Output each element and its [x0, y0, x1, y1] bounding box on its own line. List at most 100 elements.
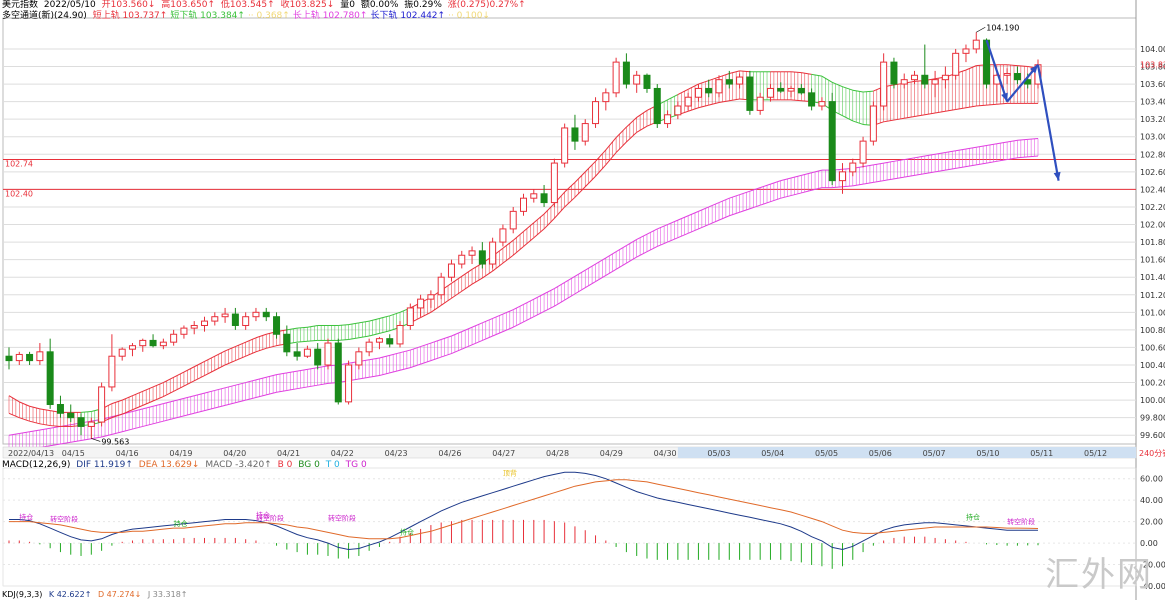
short-band-lower-segment: [183, 380, 195, 387]
short-band-lower-segment: [533, 228, 545, 239]
macd-t: T 0: [325, 460, 340, 470]
long-band-upper-segment: [904, 157, 915, 161]
short-band-lower-segment: [605, 152, 617, 166]
indicator-item-3: 长上轨 102.780↑: [292, 11, 368, 21]
short-band-lower-segment: [204, 369, 216, 376]
long-band-upper-segment: [173, 397, 185, 402]
short-band-lower-segment: [595, 164, 607, 177]
price-tick-label: 102.000: [1140, 221, 1165, 230]
long-band-lower-segment: [955, 166, 967, 169]
long-band-upper-segment: [739, 190, 751, 196]
short-band-upper-segment: [523, 222, 535, 232]
long-band-upper-segment: [266, 374, 277, 378]
short-band-lower-segment: [348, 337, 359, 341]
candle-body: [437, 276, 445, 296]
long-band-upper-segment: [657, 224, 668, 230]
long-band-upper-segment: [873, 162, 884, 166]
horizontal-level-label: 102.74: [5, 160, 33, 169]
long-band-lower-segment: [718, 215, 730, 221]
short-band-lower-segment: [852, 120, 864, 125]
short-band-lower-segment: [996, 102, 1008, 105]
short-band-upper-segment: [183, 366, 195, 373]
candle-body: [777, 87, 785, 92]
candle-body: [26, 353, 34, 362]
long-band-lower-segment: [1027, 155, 1039, 158]
price-tick-label: 100.000: [1140, 396, 1165, 405]
short-band-upper-segment: [142, 386, 154, 392]
candle-body: [1003, 73, 1011, 76]
long-band-upper-segment: [224, 384, 236, 389]
long-band-lower-segment: [379, 372, 390, 377]
short-band-lower-segment: [523, 237, 535, 247]
long-band-lower-segment: [996, 159, 1008, 162]
candle-body: [828, 101, 836, 182]
price-tick-label: 100.600: [1140, 343, 1165, 352]
indicator-values: 短上轨 103.737↑ 短下轨 103.384↑ ·· 0.368↑ 长上轨 102…: [93, 11, 493, 21]
long-band-upper-segment: [183, 395, 195, 399]
price-tick-label: 100.800: [1140, 326, 1165, 335]
candle-body: [1013, 73, 1021, 81]
short-band-upper-segment: [245, 337, 257, 343]
arrow-line: [985, 39, 1009, 102]
long-band-upper-segment: [482, 318, 493, 324]
candle-body: [962, 48, 970, 54]
price-tick-label: 101.600: [1140, 256, 1165, 265]
candle-body: [190, 324, 198, 329]
long-band-lower-segment: [708, 219, 720, 225]
candle-body: [468, 250, 476, 256]
short-band-upper-segment: [255, 333, 267, 339]
short-band-upper-segment: [636, 109, 648, 118]
candle-body: [622, 61, 630, 85]
candle-body: [87, 421, 95, 427]
candle-body: [242, 316, 250, 326]
short-band-lower-segment: [564, 196, 576, 208]
long-band-upper-segment: [297, 368, 308, 372]
indicator-item-4: 长下轨 102.442↑: [370, 11, 446, 21]
date-label: 04/28: [546, 449, 569, 458]
long-band-lower-segment: [224, 402, 236, 406]
short-band-upper-segment: [1017, 65, 1028, 68]
short-band-lower-segment: [553, 206, 566, 219]
macd-signal-label: 持仓: [19, 512, 33, 521]
candle-body: [77, 417, 85, 427]
price-tick-label: 101.000: [1140, 308, 1165, 317]
short-band-lower-segment: [214, 364, 226, 371]
short-band-upper-segment: [832, 81, 843, 88]
candle-body: [128, 345, 136, 350]
candle-body: [231, 313, 239, 326]
date-axis[interactable]: 2022/04/13 04/15 04/16 04/19 04/20 04/21 04/22…: [2, 446, 1165, 459]
macd-tick-label: 0.00: [1140, 539, 1158, 548]
long-band-lower-segment: [101, 433, 113, 438]
long-band-lower-segment: [626, 256, 637, 264]
long-band-lower-segment: [770, 197, 781, 203]
long-band-lower-segment: [729, 211, 740, 217]
long-band-upper-segment: [790, 174, 802, 179]
long-band-lower-segment: [976, 162, 987, 166]
long-band-lower-segment: [790, 192, 802, 197]
candle-body: [797, 87, 805, 94]
short-band-lower-segment: [163, 390, 174, 398]
candle-body: [36, 351, 44, 362]
long-band-upper-segment: [646, 228, 658, 235]
short-band-upper-segment: [29, 405, 40, 410]
long-band-upper-segment: [636, 233, 648, 240]
short-band-lower-segment: [50, 425, 61, 427]
macd-dif-line: [9, 471, 1039, 551]
long-band-lower-segment: [574, 287, 586, 295]
short-band-lower-segment: [574, 186, 586, 198]
long-band-lower-segment: [523, 316, 535, 323]
long-band-upper-segment: [996, 141, 1008, 145]
price-tick-label: 101.200: [1140, 291, 1165, 300]
macd-signal-label: 持仓: [966, 512, 980, 521]
price-tick-label: 99.800: [1140, 414, 1165, 423]
long-band-lower-segment: [1007, 157, 1018, 161]
candle-body: [530, 193, 538, 199]
candle-body: [746, 76, 754, 111]
short-band-lower-segment: [8, 412, 20, 419]
long-band-lower-segment: [266, 391, 277, 396]
support-lines: 102.74 102.40: [3, 159, 1136, 198]
short-band-lower-segment: [39, 423, 51, 427]
price-tick-label: 100.200: [1140, 379, 1165, 388]
short-band-lower-segment: [615, 141, 627, 153]
short-band-upper-segment: [193, 361, 205, 368]
